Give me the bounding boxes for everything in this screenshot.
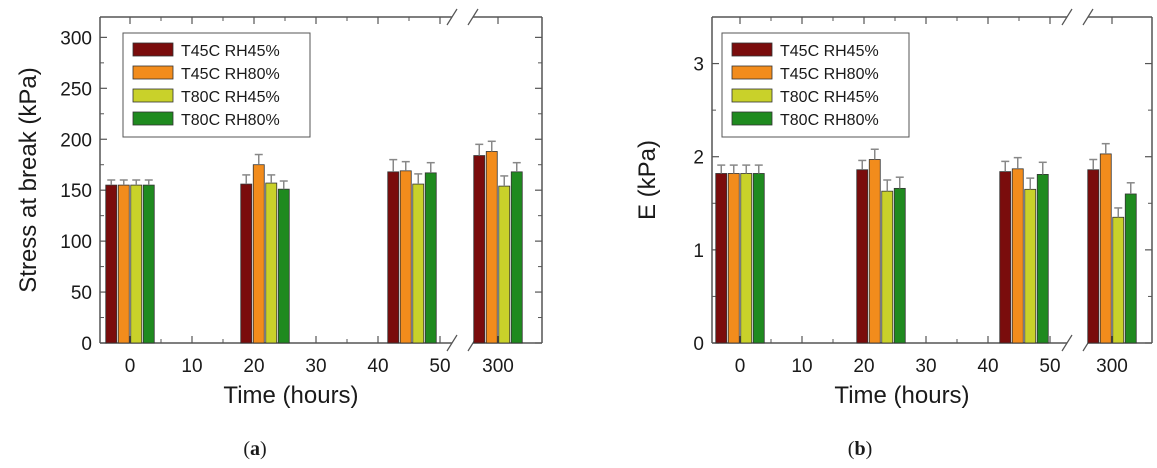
x-tick-label: 30	[305, 356, 326, 377]
bar	[881, 190, 894, 344]
panel-label-part: (	[848, 438, 855, 460]
bar	[277, 188, 290, 344]
panel-label-part: a	[250, 438, 260, 460]
bar	[240, 183, 253, 344]
panel-label-part: b	[854, 438, 865, 460]
bar	[1036, 174, 1049, 344]
x-tick-label: 50	[429, 356, 450, 377]
x-tick-label: 20	[853, 356, 874, 377]
bar	[1124, 193, 1137, 344]
bar	[856, 169, 869, 344]
axis-break-mark	[467, 8, 479, 26]
x-tick-label: 300	[482, 356, 514, 377]
legend-label: T45C RH80%	[780, 66, 879, 83]
bar	[265, 182, 278, 344]
y-tick-label: 300	[60, 28, 92, 49]
bar	[105, 184, 118, 344]
x-tick-label: 20	[243, 356, 264, 377]
bar	[1099, 153, 1112, 344]
x-tick-label: 30	[915, 356, 936, 377]
x-tick-label: 0	[735, 356, 746, 377]
x-tick-label: 0	[125, 356, 136, 377]
panel-label-part: )	[866, 438, 873, 460]
bar	[752, 173, 765, 344]
legend-swatch	[132, 88, 174, 103]
bar	[893, 187, 906, 344]
x-tick-label: 40	[977, 356, 998, 377]
chart-panel-a: 0 50 100 150 200 250 300 0 10 20 30 40 50 300 Time (ho…	[15, 8, 543, 460]
axis-break-mark	[1082, 8, 1094, 26]
y-tick-label: 2	[693, 148, 704, 169]
legend-label: T45C RH45%	[181, 43, 280, 60]
bar	[1087, 169, 1100, 344]
bar	[424, 172, 437, 344]
axis-break-mark	[446, 8, 458, 26]
bar	[498, 185, 511, 344]
legend-label: T80C RH45%	[181, 89, 280, 106]
legend-label: T45C RH45%	[780, 43, 879, 60]
bar	[130, 184, 143, 344]
bar	[740, 173, 753, 344]
bar	[510, 171, 523, 344]
y-axis-label: Stress at break (kPa)	[15, 67, 42, 292]
y-tick-label: 200	[60, 130, 92, 151]
y-tick-label: 0	[693, 334, 704, 355]
legend-swatch	[132, 65, 174, 80]
x-tick-label: 10	[181, 356, 202, 377]
legend-label: T45C RH80%	[181, 66, 280, 83]
bar	[399, 170, 412, 344]
bar	[142, 184, 155, 344]
y-tick-label: 150	[60, 181, 92, 202]
legend-swatch	[132, 42, 174, 57]
y-axis-label: E (kPa)	[634, 140, 661, 220]
legend-label: T80C RH80%	[181, 112, 280, 129]
legend-swatch	[731, 65, 773, 80]
x-tick-label: 50	[1039, 356, 1060, 377]
y-tick-label: 50	[71, 283, 92, 304]
bar	[412, 183, 425, 344]
bar	[387, 171, 400, 344]
axis-break-mark	[1061, 8, 1073, 26]
bar	[1112, 216, 1125, 344]
bar	[715, 173, 728, 344]
x-tick-label: 10	[791, 356, 812, 377]
bar	[473, 155, 486, 344]
axis-break-mark	[446, 334, 458, 352]
legend-label: T80C RH45%	[780, 89, 879, 106]
x-tick-label: 300	[1096, 356, 1128, 377]
bar	[999, 171, 1012, 344]
panel-label: (b)	[848, 438, 872, 460]
x-tick-label: 40	[367, 356, 388, 377]
y-tick-label: 250	[60, 79, 92, 100]
x-axis-label: Time (hours)	[223, 382, 358, 409]
legend-swatch	[731, 88, 773, 103]
bar	[252, 164, 265, 344]
bar	[868, 159, 881, 344]
panel-label-part: (	[243, 438, 250, 460]
panel-label-part: )	[260, 438, 267, 460]
y-tick-label: 100	[60, 232, 92, 253]
y-tick-label: 1	[693, 241, 704, 262]
bar	[485, 151, 498, 344]
bar	[117, 184, 130, 344]
y-tick-label: 0	[81, 334, 92, 355]
panel-label: (a)	[243, 438, 266, 460]
legend-label: T80C RH80%	[780, 112, 879, 129]
legend-swatch	[132, 111, 174, 126]
legend-swatch	[731, 111, 773, 126]
bar	[1024, 188, 1037, 344]
axis-break-mark	[1061, 334, 1073, 352]
legend-swatch	[731, 42, 773, 57]
bar	[1011, 168, 1024, 344]
bar	[727, 173, 740, 344]
x-axis-label: Time (hours)	[834, 382, 969, 409]
y-tick-label: 3	[693, 55, 704, 76]
